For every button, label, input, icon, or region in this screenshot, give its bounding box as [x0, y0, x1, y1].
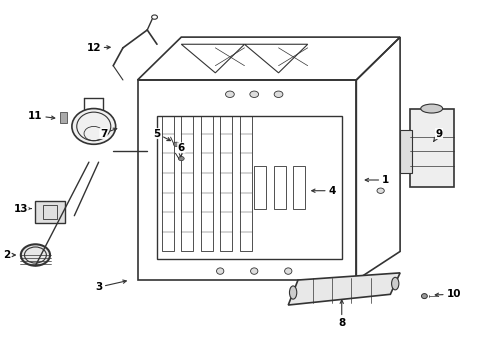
Text: 13: 13 [14, 203, 31, 213]
Text: 1: 1 [365, 175, 388, 185]
FancyBboxPatch shape [60, 112, 67, 123]
Ellipse shape [72, 109, 116, 144]
Ellipse shape [21, 244, 50, 266]
Text: 3: 3 [95, 280, 126, 292]
Text: 11: 11 [28, 111, 55, 121]
Ellipse shape [391, 277, 398, 290]
Text: 8: 8 [337, 300, 345, 328]
Ellipse shape [376, 188, 384, 193]
Ellipse shape [284, 268, 291, 274]
Ellipse shape [216, 268, 224, 274]
Ellipse shape [289, 286, 296, 299]
Text: 12: 12 [86, 43, 110, 53]
Text: 7: 7 [100, 128, 117, 139]
Text: 10: 10 [434, 289, 460, 299]
Ellipse shape [420, 104, 442, 113]
FancyBboxPatch shape [35, 202, 64, 223]
Ellipse shape [173, 142, 179, 147]
Text: 9: 9 [433, 129, 442, 141]
Ellipse shape [178, 157, 184, 161]
Polygon shape [287, 273, 399, 305]
Text: 2: 2 [2, 250, 15, 260]
Ellipse shape [274, 91, 283, 98]
Polygon shape [409, 109, 453, 187]
Ellipse shape [421, 294, 427, 298]
FancyBboxPatch shape [399, 130, 411, 173]
Text: 6: 6 [177, 143, 184, 157]
Ellipse shape [249, 91, 258, 98]
Ellipse shape [225, 91, 234, 98]
Text: 5: 5 [153, 129, 170, 141]
Ellipse shape [250, 268, 257, 274]
Text: 4: 4 [311, 186, 335, 196]
